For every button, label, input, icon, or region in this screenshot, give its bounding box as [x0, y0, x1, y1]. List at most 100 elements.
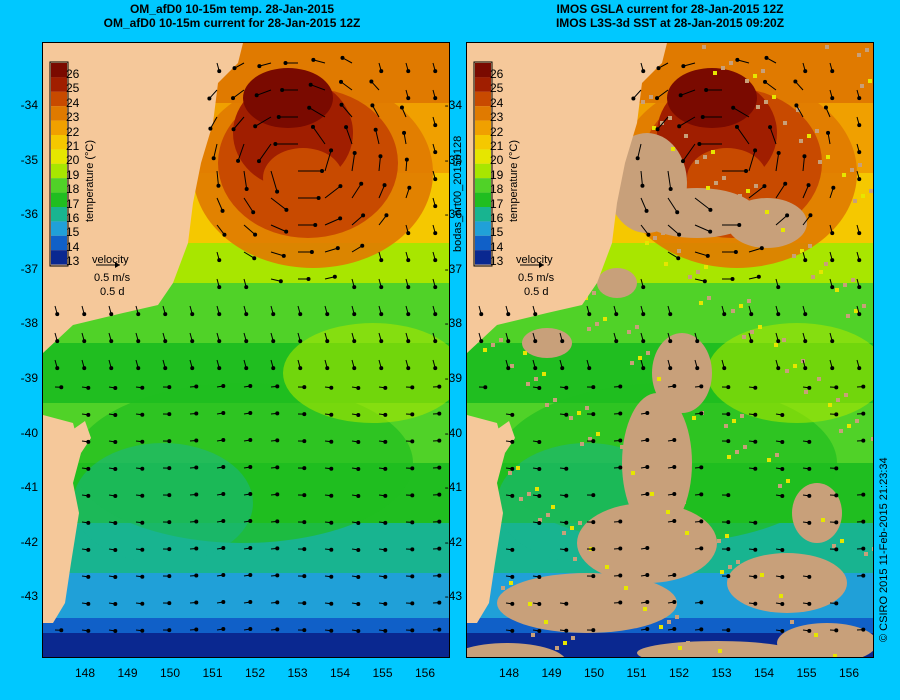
pixel-speckle [523, 351, 527, 355]
current-arrow [856, 384, 866, 389]
current-arrow [432, 62, 438, 74]
island [492, 421, 515, 453]
right-panel-title: IMOS GSLA current for 28-Jan-2015 12Z IM… [460, 2, 880, 30]
current-arrow [324, 246, 340, 253]
pixel-speckle [645, 241, 649, 245]
current-arrow [667, 332, 673, 344]
current-arrow [135, 547, 145, 552]
current-arrow [721, 412, 731, 417]
pixel-speckle [814, 633, 818, 637]
current-arrow [189, 627, 199, 632]
current-arrow [324, 412, 334, 417]
current-arrow [399, 105, 407, 118]
current-arrow [297, 628, 307, 633]
current-arrow [829, 466, 839, 471]
current-arrow [694, 411, 704, 416]
current-arrow [694, 492, 704, 497]
current-arrow [373, 127, 380, 145]
current-arrow [324, 216, 343, 226]
current-arrow [216, 519, 226, 524]
current-arrow [405, 62, 411, 74]
pixel-speckle [732, 419, 736, 423]
current-arrow [81, 305, 87, 317]
right-colorbar-tick: 15 [490, 225, 504, 240]
current-arrow [189, 546, 199, 551]
right-y-tick: -39 [444, 371, 462, 385]
current-arrow [243, 573, 253, 578]
current-arrow [404, 157, 409, 172]
left-colorbar-tick: 13 [66, 254, 80, 269]
right-colorbar-tick: 26 [490, 67, 504, 81]
pixel-speckle [727, 455, 731, 459]
left-colorbar-tick: 21 [66, 139, 80, 153]
current-arrow [559, 412, 569, 417]
pixel-speckle [689, 385, 693, 389]
current-arrow [694, 359, 700, 371]
right-y-tick: -40 [444, 425, 462, 440]
warm-eddy-core [667, 68, 757, 128]
current-arrow [829, 628, 839, 633]
current-arrow [505, 601, 515, 606]
colorbar-swatch [51, 63, 67, 78]
current-arrow [748, 439, 758, 444]
current-arrow [162, 601, 172, 606]
current-arrow [270, 332, 276, 344]
current-arrow [559, 601, 569, 606]
current-arrow [405, 89, 411, 101]
pixel-speckle [728, 565, 732, 569]
current-arrow [829, 251, 835, 263]
pixel-speckle [868, 79, 872, 83]
current-arrow [270, 305, 276, 317]
pixel-speckle [512, 612, 516, 616]
pixel-speckle [725, 534, 729, 538]
current-arrow [308, 82, 326, 91]
right-map-svg [467, 43, 873, 657]
ocean-patch [707, 323, 873, 423]
pixel-speckle [736, 560, 740, 564]
current-arrow [432, 224, 438, 236]
current-arrow [135, 439, 145, 444]
pixel-speckle [825, 45, 829, 49]
current-arrow [694, 465, 704, 470]
current-arrow [856, 411, 866, 416]
pixel-speckle [699, 301, 703, 305]
right-velocity-duration: 0.5 d [524, 286, 549, 298]
pixel-speckle [659, 625, 663, 629]
current-arrow [802, 439, 812, 444]
current-arrow [432, 492, 442, 497]
pixel-speckle [783, 121, 787, 125]
colorbar-swatch [475, 207, 491, 222]
current-arrow [81, 332, 87, 344]
current-arrow [700, 115, 722, 119]
pixel-speckle [749, 220, 753, 224]
current-arrow [505, 466, 515, 471]
pixel-speckle [519, 497, 523, 501]
current-arrow [586, 359, 592, 371]
pixel-speckle [864, 552, 868, 556]
current-arrow [856, 116, 862, 128]
colorbar-swatch [51, 192, 67, 207]
current-arrow [216, 278, 222, 290]
current-arrow [216, 573, 226, 578]
ocean-patch [283, 323, 449, 423]
current-arrow [270, 492, 280, 497]
current-arrow [432, 89, 438, 101]
right-colorbar-tick: 13 [490, 254, 504, 269]
current-arrow [829, 89, 835, 101]
pixel-speckle [819, 270, 823, 274]
current-arrow [802, 183, 811, 199]
left-y-tick: -42 [20, 534, 38, 549]
current-arrow [351, 359, 357, 371]
current-arrow [748, 520, 758, 525]
current-arrow [635, 143, 642, 161]
current-arrow [405, 412, 415, 417]
pixel-speckle [843, 283, 847, 287]
pixel-speckle [828, 403, 832, 407]
current-arrow [324, 359, 330, 371]
current-arrow [748, 547, 758, 552]
current-arrow [378, 385, 388, 390]
current-arrow [270, 251, 286, 258]
pixel-speckle [817, 377, 821, 381]
current-arrow [432, 116, 438, 128]
current-arrow [135, 385, 145, 390]
